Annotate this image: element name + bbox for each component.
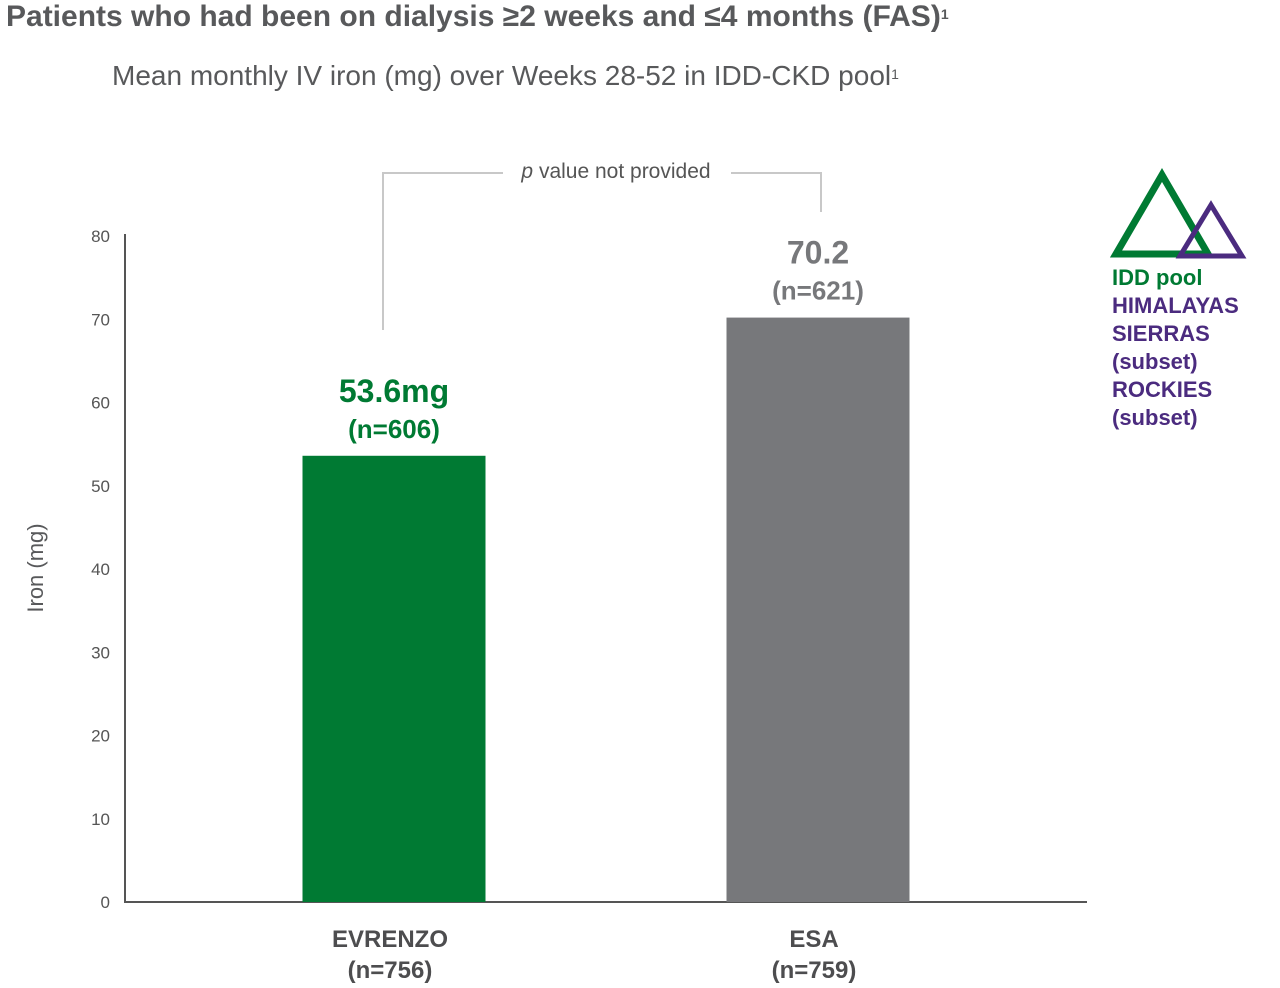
legend: IDD pool HIMALAYAS SIERRAS (subset) ROCK…	[1112, 264, 1239, 432]
y-tick-label: 0	[101, 893, 110, 912]
bar-evrenzo	[302, 455, 486, 902]
comparison-bracket: p value not provided	[382, 160, 822, 330]
y-tick-label: 40	[91, 560, 110, 579]
legend-item: (subset)	[1112, 405, 1198, 430]
legend-logo-icon	[1109, 168, 1247, 259]
y-tick-label: 80	[91, 227, 110, 246]
bar-esa	[726, 317, 910, 903]
data-label: 70.2	[787, 235, 849, 271]
y-axis-label: Iron (mg)	[23, 523, 48, 612]
x-category-label: EVRENZO	[332, 926, 448, 953]
legend-item: HIMALAYAS	[1112, 293, 1239, 318]
y-tick-label: 70	[91, 310, 110, 329]
y-axis-ticks: 0 10 20 30 40 50 60 70 80	[91, 227, 110, 912]
legend-item: IDD pool	[1112, 265, 1203, 290]
data-label: 53.6mg	[339, 373, 449, 409]
data-n-label: (n=621)	[772, 276, 864, 306]
p-value-annotation: p value not provided	[520, 160, 710, 183]
chart-title: Patients who had been on dialysis ≥2 wee…	[6, 0, 949, 33]
y-tick-label: 50	[91, 477, 110, 496]
x-category-n-label: (n=759)	[772, 957, 857, 984]
bars: 53.6mg (n=606) EVRENZO (n=756) 70.2 (n=621) ES…	[302, 235, 910, 984]
data-n-label: (n=606)	[348, 414, 440, 444]
bracket-line	[731, 172, 822, 212]
y-tick-label: 10	[91, 810, 110, 829]
y-tick-label: 30	[91, 643, 110, 662]
x-category-label: ESA	[789, 926, 838, 953]
chart-subtitle: Mean monthly IV iron (mg) over Weeks 28-…	[112, 60, 899, 91]
legend-item: SIERRAS	[1112, 321, 1210, 346]
bracket-line	[382, 172, 503, 330]
legend-item: ROCKIES	[1112, 377, 1213, 402]
x-category-n-label: (n=756)	[348, 957, 433, 984]
legend-item: (subset)	[1112, 349, 1198, 374]
y-tick-label: 20	[91, 727, 110, 746]
y-tick-label: 60	[91, 394, 110, 413]
